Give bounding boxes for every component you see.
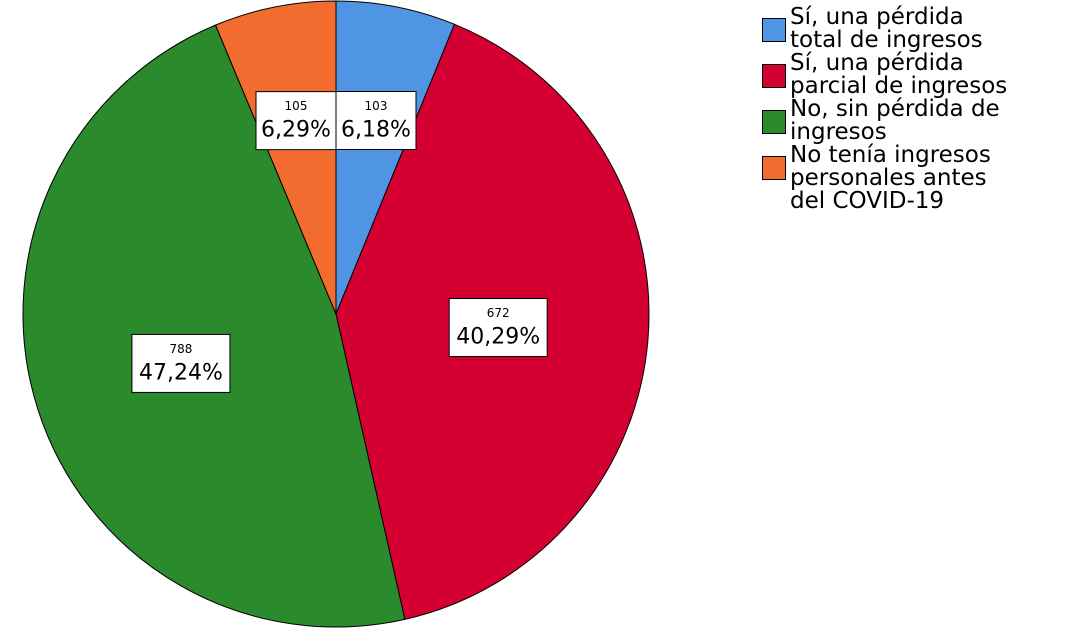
count-label: 105 [285, 99, 308, 113]
label-box [255, 91, 337, 151]
legend-label: No tenía ingresos personales antes del C… [790, 142, 991, 214]
legend-item: Sí, una pérdida total de ingresos [762, 6, 1052, 52]
legend-swatch [762, 18, 786, 42]
legend-item: No tenía ingresos personales antes del C… [762, 144, 1052, 213]
value-label: 6,29% [261, 118, 331, 143]
pie-slice [335, 0, 456, 315]
legend: Sí, una pérdida total de ingresos Sí, una… [762, 6, 1052, 213]
legend-item: No, sin pérdida de ingresos [762, 98, 1052, 144]
value-label: 47,24% [139, 360, 223, 385]
value-label: 6,18% [341, 118, 411, 143]
value-label: 40,29% [456, 325, 540, 350]
count-label: 103 [365, 99, 388, 113]
pie-slice [22, 24, 406, 628]
legend-label: No, sin pérdida de ingresos [790, 96, 1000, 145]
legend-swatch [762, 64, 786, 88]
legend-swatch [762, 156, 786, 180]
count-label: 788 [169, 342, 192, 356]
legend-swatch [762, 110, 786, 134]
pie-slice [214, 0, 337, 315]
legend-label: Sí, una pérdida total de ingresos [790, 4, 983, 53]
count-label: 672 [487, 306, 510, 320]
legend-item: Sí, una pérdida parcial de ingresos [762, 52, 1052, 98]
label-box [448, 298, 548, 358]
label-box [131, 333, 231, 393]
legend-label: Sí, una pérdida parcial de ingresos [790, 50, 1008, 99]
label-box [335, 91, 417, 151]
